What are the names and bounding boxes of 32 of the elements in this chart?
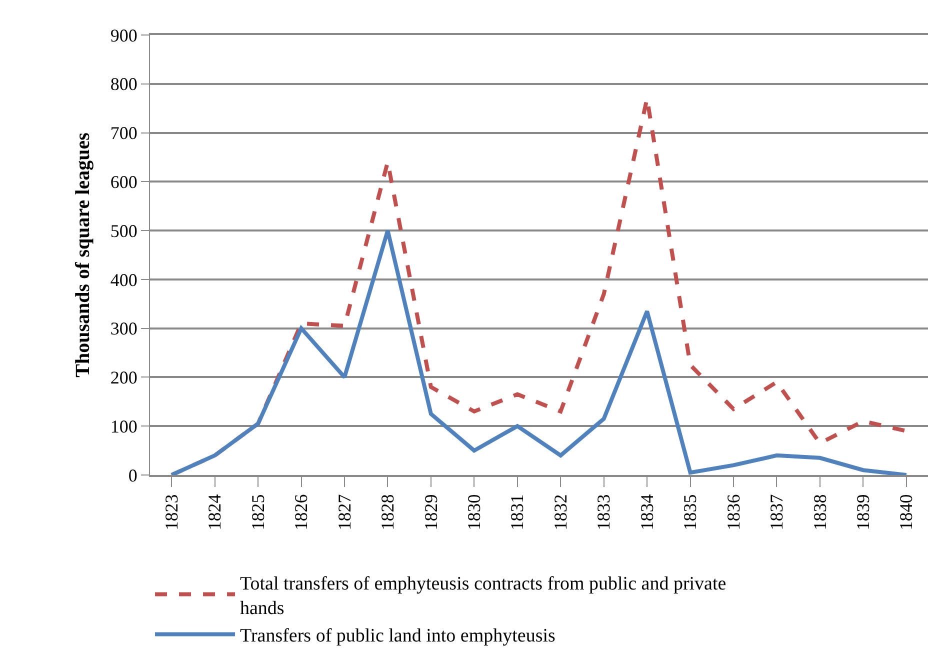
x-tick-label: 1834 <box>636 494 657 530</box>
x-tick-label: 1835 <box>680 494 700 530</box>
legend-label: Transfers of public land into emphyteusis <box>240 626 556 647</box>
x-tick-label: 1829 <box>420 494 441 530</box>
x-tick-label: 1837 <box>766 494 787 530</box>
y-tick-label: 0 <box>128 465 138 486</box>
x-tick-label: 1833 <box>594 494 614 530</box>
legend-label: Total transfers of emphyteusis contracts from public and private hands <box>240 573 726 619</box>
y-tick-label: 500 <box>110 220 138 241</box>
y-tick-label: 400 <box>110 270 138 290</box>
y-tick-label: 900 <box>110 25 138 46</box>
y-tick-label: 800 <box>110 74 138 94</box>
x-tick-label: 1824 <box>204 494 225 530</box>
y-tick-label: 100 <box>110 416 138 436</box>
x-tick-label: 1823 <box>161 494 182 530</box>
x-tick-label: 1828 <box>378 494 398 530</box>
y-tick-label: 300 <box>110 318 138 339</box>
x-tick-label: 1825 <box>248 494 268 530</box>
x-tick-label: 1836 <box>723 494 744 530</box>
x-tick-label: 1840 <box>896 494 916 530</box>
x-tick-label: 1831 <box>507 494 528 530</box>
y-axis-title: Thousands of square leagues <box>72 132 94 378</box>
x-tick-label: 1838 <box>810 494 830 530</box>
y-tick-label: 700 <box>110 123 138 144</box>
y-tick-label: 600 <box>110 172 138 192</box>
x-tick-label: 1827 <box>334 494 354 530</box>
y-tick-label: 200 <box>110 368 138 388</box>
x-tick-label: 1830 <box>464 494 484 530</box>
x-tick-label: 1832 <box>550 494 570 530</box>
x-tick-label: 1826 <box>291 494 312 530</box>
line-series <box>170 228 908 475</box>
x-tick-label: 1839 <box>853 494 874 530</box>
